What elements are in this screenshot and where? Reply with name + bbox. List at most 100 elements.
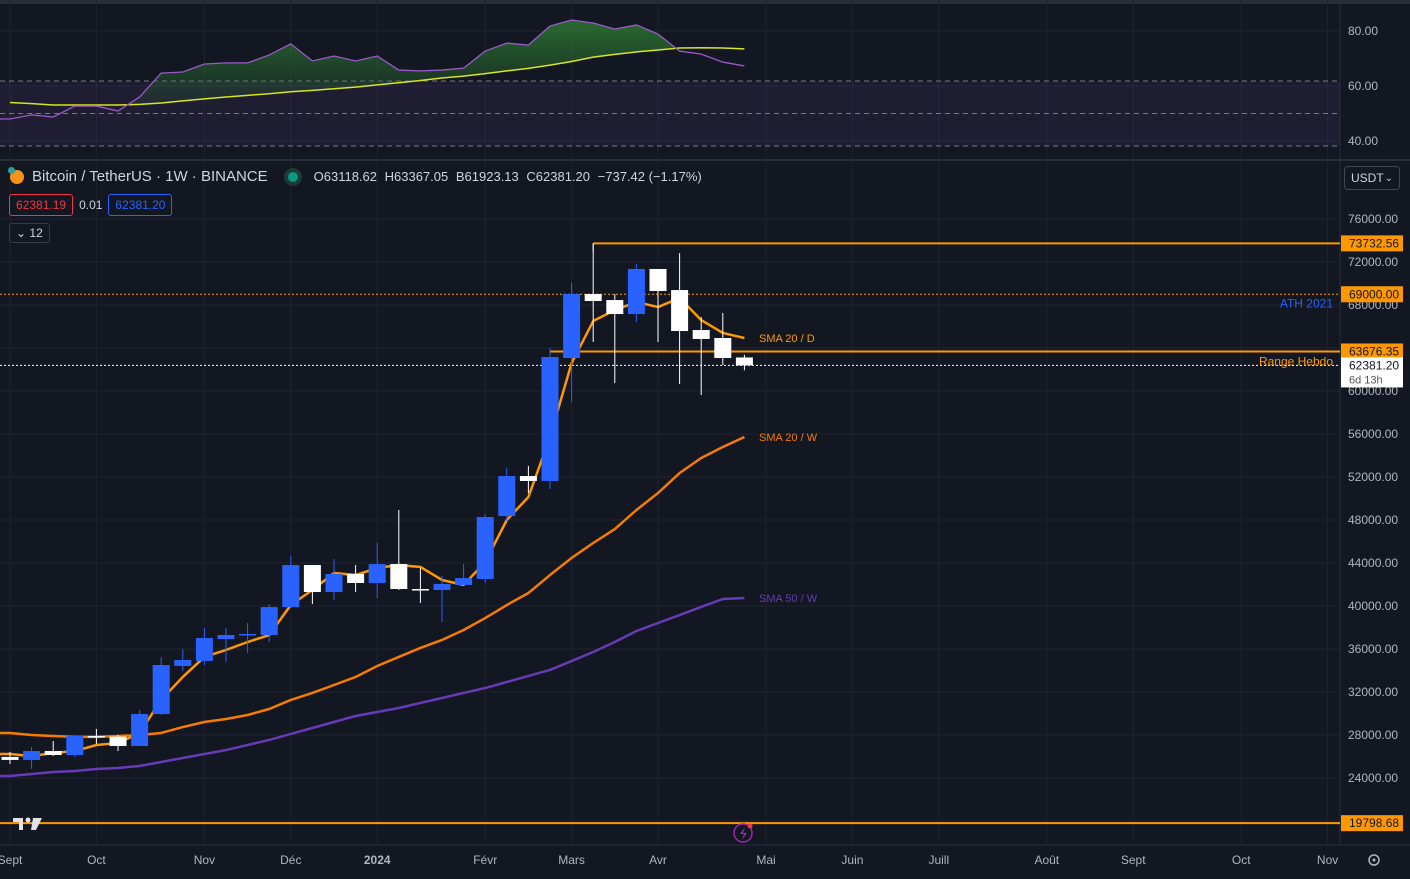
time-axis-label: 2024 xyxy=(364,853,391,867)
ath-label: ATH 2021 xyxy=(1280,296,1333,310)
price-level-badge-text: 69000.00 xyxy=(1349,287,1399,301)
time-axis-label: Nov xyxy=(194,853,215,867)
candle[interactable] xyxy=(649,268,667,342)
price-axis-label: 76000.00 xyxy=(1348,212,1398,226)
candle[interactable] xyxy=(627,264,645,322)
candle[interactable] xyxy=(347,565,365,593)
candle-body xyxy=(455,578,473,585)
candle[interactable] xyxy=(671,253,689,385)
sma-line[interactable] xyxy=(0,596,745,778)
time-axis-label: Sept xyxy=(1121,853,1146,867)
chevron-down-icon: ⌄ xyxy=(16,226,27,240)
time-axis-label: Mai xyxy=(756,853,775,867)
rsi-axis-label: 80.00 xyxy=(1348,24,1378,38)
sma-line[interactable] xyxy=(0,435,745,739)
candle[interactable] xyxy=(174,649,192,672)
ohlc-values: O63118.62 H63367.05 B61923.13 C62381.20 … xyxy=(314,169,706,184)
candle[interactable] xyxy=(541,348,559,490)
candle[interactable] xyxy=(563,282,581,402)
candle[interactable] xyxy=(44,741,62,756)
candle-body xyxy=(606,300,624,315)
candle[interactable] xyxy=(714,313,732,365)
candle[interactable] xyxy=(498,467,516,522)
candle[interactable] xyxy=(109,735,127,752)
price-axis-label: 72000.00 xyxy=(1348,255,1398,269)
candle[interactable] xyxy=(303,565,321,605)
high-value: H63367.05 xyxy=(384,169,449,184)
bitcoin-logo-icon xyxy=(8,166,24,184)
candle-body xyxy=(714,338,732,358)
candle-body xyxy=(195,638,213,661)
time-axis-label: Mars xyxy=(558,853,585,867)
candle[interactable] xyxy=(411,568,429,603)
candle[interactable] xyxy=(606,294,624,384)
settings-gear-icon[interactable] xyxy=(1368,854,1380,866)
candle-body xyxy=(239,633,257,636)
candle[interactable] xyxy=(476,513,494,583)
candle-body xyxy=(347,573,365,583)
time-axis-label: Oct xyxy=(87,853,106,867)
rsi-axis-label: 60.00 xyxy=(1348,79,1378,93)
low-value: B61923.13 xyxy=(455,169,519,184)
indicator-label: SMA 20 / D xyxy=(759,333,815,345)
currency-select[interactable]: USDT ⌄ xyxy=(1344,166,1400,190)
candle[interactable] xyxy=(1,751,19,765)
time-axis-label: Nov xyxy=(1317,853,1338,867)
rsi-line[interactable] xyxy=(0,19,745,120)
candle[interactable] xyxy=(519,465,537,494)
price-axis-label: 48000.00 xyxy=(1348,513,1398,527)
candle-countdown-text: 6d 13h xyxy=(1349,374,1383,386)
candle[interactable] xyxy=(368,543,386,599)
candle[interactable] xyxy=(735,354,753,371)
candle[interactable] xyxy=(217,628,235,662)
candle[interactable] xyxy=(239,622,257,653)
lightning-bolt-icon xyxy=(740,827,747,840)
candle[interactable] xyxy=(455,564,473,585)
candle-body xyxy=(692,330,710,339)
time-axis-label: Juin xyxy=(841,853,863,867)
candle[interactable] xyxy=(152,657,170,716)
price-axis-label: 52000.00 xyxy=(1348,470,1398,484)
candle[interactable] xyxy=(195,628,213,666)
indicator-label: SMA 20 / W xyxy=(759,432,818,444)
symbol-title[interactable]: Bitcoin / TetherUS · 1W · BINANCE xyxy=(32,168,268,185)
tradingview-logo-icon[interactable] xyxy=(13,817,42,831)
price-axis-label: 24000.00 xyxy=(1348,771,1398,785)
candle[interactable] xyxy=(325,559,343,600)
candle-body xyxy=(282,565,300,608)
candle-body xyxy=(411,589,429,591)
candle[interactable] xyxy=(390,510,408,590)
candle[interactable] xyxy=(282,556,300,609)
indicators-collapse-button[interactable]: ⌄ 12 xyxy=(9,223,50,243)
main-pane[interactable]: SMA 20 / D SMA 20 / W SMA 50 / W ATH 2021 Ra… xyxy=(0,242,1340,825)
candle-body xyxy=(87,735,105,738)
candle-body xyxy=(671,290,689,332)
candle-body xyxy=(217,635,235,640)
sell-button[interactable]: 62381.19 xyxy=(9,194,74,216)
candle-body xyxy=(368,564,386,583)
open-value: O63118.62 xyxy=(313,169,377,184)
time-axis-label: Sept xyxy=(0,853,23,867)
candle[interactable] xyxy=(23,747,41,769)
candle[interactable] xyxy=(131,709,149,746)
candle[interactable] xyxy=(692,317,710,395)
candle-body xyxy=(152,665,170,715)
price-level-badge xyxy=(1341,343,1403,360)
rsi-ma-line[interactable] xyxy=(9,47,745,106)
candle[interactable] xyxy=(87,728,105,745)
logo-part xyxy=(31,818,42,830)
candle[interactable] xyxy=(584,243,602,342)
candle[interactable] xyxy=(260,604,278,643)
candle-body xyxy=(23,751,41,760)
candle-body xyxy=(174,659,192,666)
notification-dot-icon xyxy=(747,823,753,829)
candle[interactable] xyxy=(433,576,451,623)
candle[interactable] xyxy=(66,735,84,758)
buy-button[interactable]: 62381.20 xyxy=(108,194,173,216)
change-value: −737.42 (−1.17%) xyxy=(597,169,702,184)
price-axis-label: 60000.00 xyxy=(1348,384,1398,398)
rsi-axis-label: 40.00 xyxy=(1348,134,1378,148)
indicator-label: SMA 50 / W xyxy=(759,593,818,605)
